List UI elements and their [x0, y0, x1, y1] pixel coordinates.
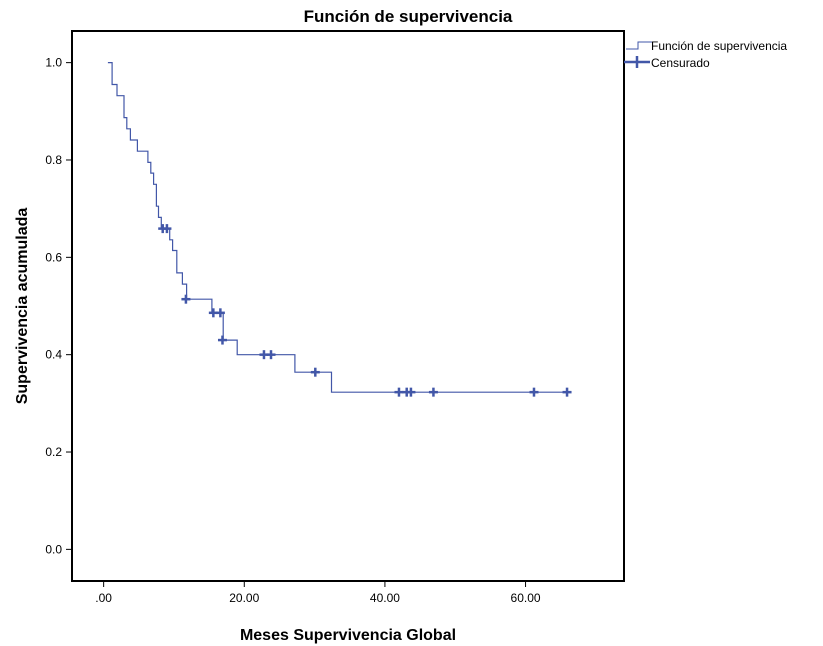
y-axis: 0.0 0.2 0.4 0.6 0.8 1.0 [45, 56, 72, 556]
y-tick-label: 0.6 [45, 250, 62, 264]
legend-step-icon [626, 41, 652, 50]
x-tick-label: 60.00 [511, 591, 541, 605]
series-layer [107, 62, 568, 393]
legend-label-survival: Función de supervivencia [651, 39, 787, 53]
legend-label-censored: Censurado [651, 56, 710, 70]
y-tick-label: 1.0 [45, 56, 62, 70]
y-tick-label: 0.0 [45, 542, 62, 556]
censor-marker [529, 387, 539, 397]
y-axis-label: Supervivencia acumulada [14, 208, 31, 405]
censor-marker [217, 335, 227, 345]
x-tick-label: .00 [95, 591, 112, 605]
x-axis-label: Meses Supervivencia Global [240, 627, 456, 644]
chart-title: Función de supervivencia [304, 7, 513, 26]
censor-layer [158, 224, 572, 397]
censor-marker [562, 387, 572, 397]
censor-marker [215, 308, 225, 318]
x-tick-label: 40.00 [370, 591, 400, 605]
legend: Función de supervivencia Censurado [624, 39, 787, 70]
x-axis: .00 20.00 40.00 60.00 [95, 581, 541, 605]
censor-marker [181, 294, 191, 304]
censor-marker [310, 367, 320, 377]
censor-marker [406, 387, 416, 397]
legend-censor-icon [624, 56, 650, 68]
y-tick-label: 0.2 [45, 445, 62, 459]
censor-marker [162, 224, 172, 234]
y-tick-label: 0.4 [45, 348, 62, 362]
survival-step-line [107, 62, 568, 393]
y-tick-label: 0.8 [45, 153, 62, 167]
plot-frame [71, 30, 625, 582]
censor-marker [428, 387, 438, 397]
censor-marker [266, 350, 276, 360]
censor-marker [394, 387, 404, 397]
x-tick-label: 20.00 [229, 591, 259, 605]
